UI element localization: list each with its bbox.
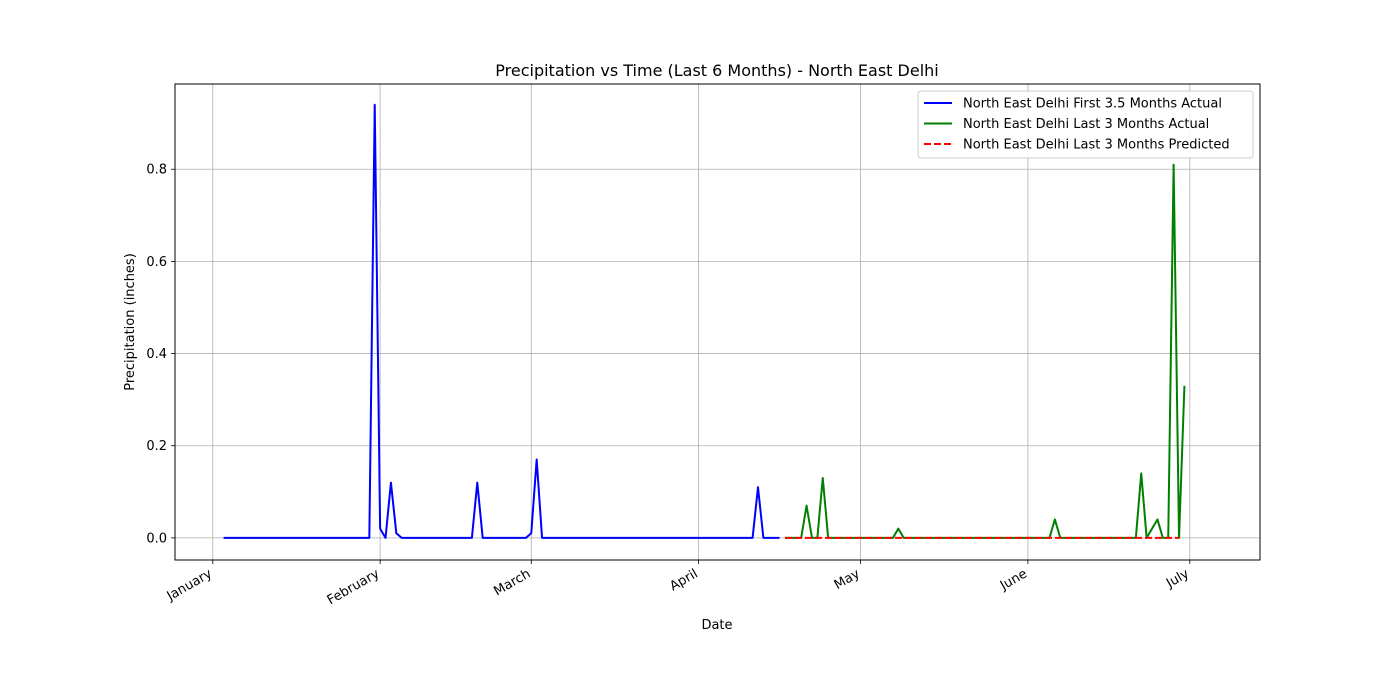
y-tick-label: 0.0 [146,531,167,546]
legend-entry-label: North East Delhi First 3.5 Months Actual [963,97,1222,112]
plot-area-frame [174,83,1261,561]
series-lines [223,103,1186,539]
y-tick-label: 0.2 [146,439,167,454]
x-axis-label: Date [701,618,732,633]
legend: North East Delhi First 3.5 Months Actual… [917,90,1254,159]
y-tick-label: 0.4 [146,347,167,362]
chart-title: Precipitation vs Time (Last 6 Months) - … [495,61,938,80]
series-line-1 [223,103,780,539]
legend-entry-label: North East Delhi Last 3 Months Predicted [963,138,1230,153]
y-tick-label: 0.8 [146,163,167,178]
y-axis-label: Precipitation (inches) [123,253,138,391]
y-tick-label: 0.6 [146,255,167,270]
legend-box [917,90,1254,159]
legend-entry-label: North East Delhi Last 3 Months Actual [963,117,1209,132]
